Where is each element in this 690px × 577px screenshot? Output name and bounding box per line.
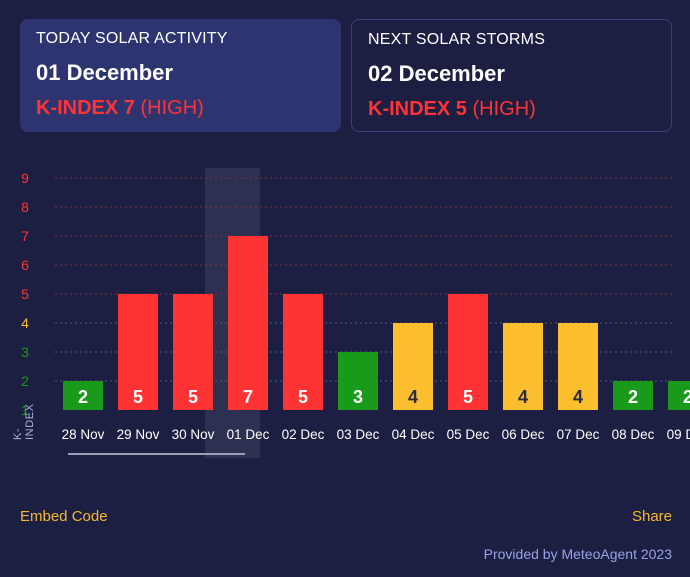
bar-02-dec[interactable] [283, 294, 323, 410]
next-k-label: K-INDEX [368, 98, 451, 120]
y-tick-1: 1 [21, 402, 29, 418]
x-label-30-nov: 30 Nov [172, 427, 215, 442]
bar-28-nov[interactable] [63, 381, 103, 410]
bar-07-dec[interactable] [558, 323, 598, 410]
today-activity-card: TODAY SOLAR ACTIVITY 01 December K-INDEX… [20, 19, 341, 132]
bar-08-dec[interactable] [613, 381, 653, 410]
y-tick-6: 6 [21, 257, 29, 273]
x-label-03-dec: 03 Dec [337, 427, 380, 442]
next-level: (HIGH) [472, 98, 536, 120]
bar-value-28-nov: 2 [78, 387, 88, 407]
today-k-index: K-INDEX 7 (HIGH) [36, 97, 204, 120]
today-k-label: K-INDEX [36, 97, 119, 119]
y-tick-8: 8 [21, 199, 29, 215]
bar-value-01-dec: 7 [243, 387, 253, 407]
bar-09-dec[interactable] [668, 381, 690, 410]
next-kicker: NEXT SOLAR STORMS [368, 31, 546, 48]
bar-value-08-dec: 2 [628, 387, 638, 407]
bar-01-dec[interactable] [228, 236, 268, 410]
k-index-chart-svg[interactable]: 1 2 3 4 5 6 7 8 9 2 28 Nov 5 29 Nov 5 30 Nov 7 01 Dec 5 02… [0, 160, 690, 490]
today-kicker: TODAY SOLAR ACTIVITY [36, 30, 228, 47]
today-date: 01 December [36, 60, 173, 85]
x-label-29-nov: 29 Nov [117, 427, 160, 442]
y-tick-2: 2 [21, 373, 29, 389]
bar-value-04-dec: 4 [408, 387, 418, 407]
bar-06-dec[interactable] [503, 323, 543, 410]
x-label-05-dec: 05 Dec [447, 427, 490, 442]
credit-text: Provided by MeteoAgent 2023 [483, 546, 672, 562]
bar-value-03-dec: 3 [353, 387, 363, 407]
x-label-01-dec: 01 Dec [227, 427, 270, 442]
bar-04-dec[interactable] [393, 323, 433, 410]
today-k-value: 7 [123, 97, 135, 119]
bar-value-02-dec: 5 [298, 387, 308, 407]
y-tick-3: 3 [21, 344, 29, 360]
y-tick-7: 7 [21, 228, 29, 244]
next-k-value: 5 [455, 98, 467, 120]
bar-05-dec[interactable] [448, 294, 488, 410]
share-link[interactable]: Share [631, 508, 672, 525]
bar-30-nov[interactable] [173, 294, 213, 410]
bar-value-07-dec: 4 [573, 387, 583, 407]
bar-value-30-nov: 5 [188, 387, 198, 407]
x-label-02-dec: 02 Dec [282, 427, 325, 442]
bar-03-dec[interactable] [338, 352, 378, 410]
embed-code-link[interactable]: Embed Code [20, 508, 108, 525]
y-tick-5: 5 [21, 286, 29, 302]
x-label-08-dec: 08 Dec [612, 427, 655, 442]
today-level: (HIGH) [140, 97, 204, 119]
next-storms-card: NEXT SOLAR STORMS 02 December K-INDEX 5 … [351, 19, 672, 132]
next-date: 02 December [368, 61, 505, 86]
bar-value-06-dec: 4 [518, 387, 528, 407]
y-axis-label: K-INDEX [12, 403, 36, 440]
y-tick-9: 9 [21, 170, 29, 186]
x-label-09-dec: 09 Dec [667, 427, 690, 442]
x-label-06-dec: 06 Dec [502, 427, 545, 442]
x-label-28-nov: 28 Nov [62, 427, 105, 442]
bar-29-nov[interactable] [118, 294, 158, 410]
next-k-index: K-INDEX 5 (HIGH) [368, 98, 536, 121]
x-label-07-dec: 07 Dec [557, 427, 600, 442]
x-label-04-dec: 04 Dec [392, 427, 435, 442]
bar-value-09-dec: 2 [683, 387, 690, 407]
y-tick-4: 4 [21, 315, 29, 331]
bar-value-29-nov: 5 [133, 387, 143, 407]
k-index-chart[interactable]: 1 2 3 4 5 6 7 8 9 2 28 Nov 5 29 Nov 5 30 Nov 7 01 Dec 5 02… [0, 160, 690, 490]
bar-value-05-dec: 5 [463, 387, 473, 407]
